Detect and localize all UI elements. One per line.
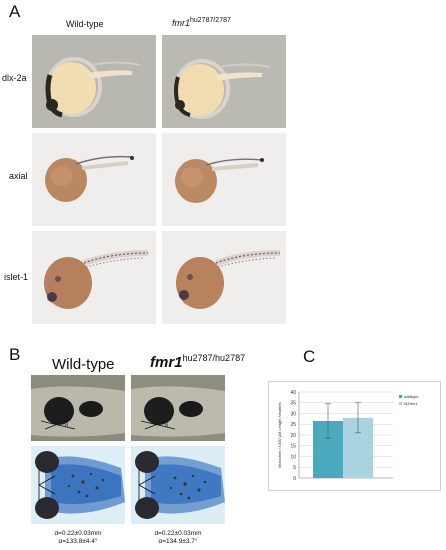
y-tick-label: 5 [293, 465, 296, 471]
panel-a-mutant-header: fmr1hu2787/2787 [172, 17, 231, 28]
legend-label-MZfmr1: MZfmr1 [404, 401, 419, 406]
row-label-axial: axial [9, 171, 28, 181]
y-tick-label: 10 [290, 454, 296, 460]
embryo-image-axial-wildtype [32, 133, 156, 226]
measurement-wildtype-angle: α=133.8±4.4° [58, 538, 98, 545]
panel-b-mutant-gene-name: fmr1 [150, 354, 183, 371]
y-tick-label: 30 [290, 411, 296, 417]
panel-a-letter: A [9, 2, 21, 21]
legend-swatch-MZfmr1 [399, 402, 402, 405]
embryo-image-dlx2a-mutant [162, 35, 286, 128]
y-tick-label: 35 [290, 401, 296, 407]
measurement-wildtype: d=0.22±0.03mm α=133.8±4.4° [31, 530, 125, 546]
y-tick-label: 25 [290, 422, 296, 428]
larva-lateral-image-mutant: d [131, 375, 225, 441]
panel-b-wildtype-header: Wild-type [52, 356, 115, 373]
bar-chart: 0 5 10 15 20 25 30 35 40 Branches / 1000 μM Lengt… [277, 390, 419, 482]
panel-b-mutant-allele-superscript: hu2787/hu2787 [182, 353, 246, 363]
measurement-wildtype-distance: d=0.22±0.03mm [54, 530, 102, 537]
measurement-mutant-angle: α=134.9±3.7° [158, 538, 198, 545]
y-tick-label: 20 [290, 433, 296, 439]
embryo-image-dlx2a-wildtype [32, 35, 156, 128]
larva-ventral-image-mutant [131, 446, 225, 524]
measurement-mutant: d=0.22±0.03mm α=134.9±3.7° [131, 530, 225, 546]
row-label-dlx-2a: dlx-2a [2, 73, 27, 83]
legend-label-wildtype: wildtype [404, 394, 419, 399]
larva-lateral-image-wildtype: d [31, 375, 125, 441]
y-tick-label: 40 [290, 390, 296, 396]
mutant-allele-superscript: hu2787/2787 [190, 17, 231, 24]
panel-b-letter: B [9, 345, 21, 364]
y-axis-label: Branches / 1000 μM Length Neurites [277, 402, 282, 467]
larva-ventral-image-wildtype [31, 446, 125, 524]
panel-b-mutant-header: fmr1hu2787/hu2787 [150, 353, 245, 371]
mutant-gene-name: fmr1 [172, 18, 190, 28]
legend-swatch-wildtype [399, 395, 402, 398]
panel-a-wildtype-header: Wild-type [66, 19, 104, 29]
y-tick-label: 0 [293, 476, 296, 482]
bar-chart-frame: 0 5 10 15 20 25 30 35 40 Branches / 1000 μM Lengt… [268, 381, 441, 491]
panel-c-letter: C [303, 347, 316, 366]
svg-text:d: d [165, 423, 168, 429]
embryo-image-axial-mutant [162, 133, 286, 226]
embryo-image-islet1-mutant [162, 231, 286, 324]
row-label-islet-1: islet-1 [4, 272, 29, 282]
svg-text:d: d [65, 423, 68, 429]
y-tick-label: 15 [290, 444, 296, 450]
measurement-mutant-distance: d=0.22±0.03mm [154, 530, 202, 537]
embryo-image-islet1-wildtype [32, 231, 156, 324]
